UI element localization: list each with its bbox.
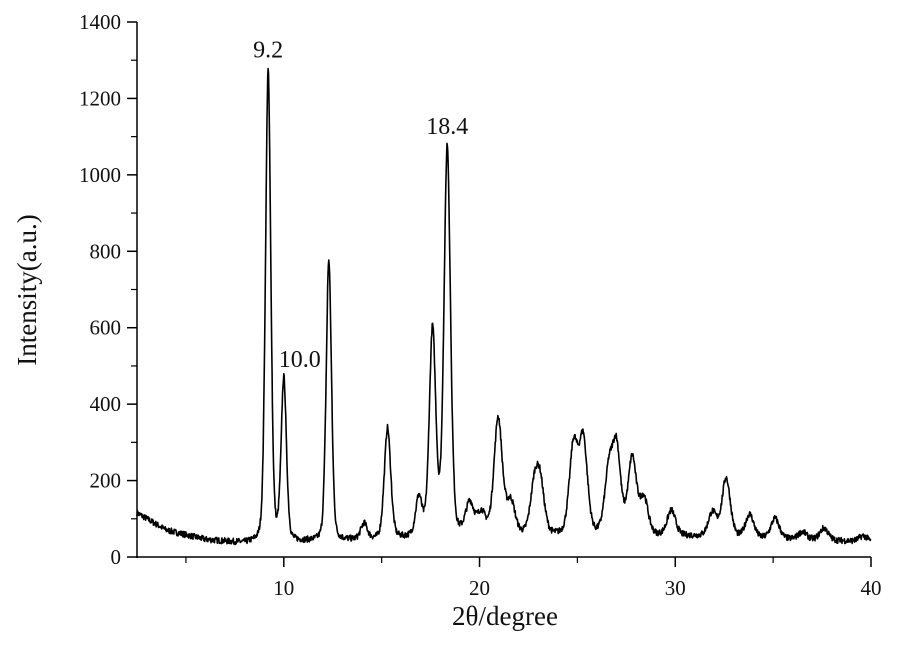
x-tick-label: 30	[665, 576, 686, 600]
axes: 0 200 400 600 800 1000 1200 1400 10 20 30 40	[79, 10, 882, 600]
peak-label: 10.0	[279, 347, 321, 373]
x-tick-label: 40	[861, 576, 882, 600]
y-tick-label: 0	[111, 545, 122, 569]
y-tick-label: 600	[90, 316, 122, 340]
x-tick-label: 10	[273, 576, 294, 600]
y-axis-title: Intensity(a.u.)	[12, 214, 42, 365]
y-tick-label: 400	[90, 392, 122, 416]
y-tick-label: 1400	[79, 10, 121, 34]
peak-annotations: 9.2 10.0 18.4	[253, 38, 468, 374]
y-tick-label: 200	[90, 469, 122, 493]
y-tick-label: 1000	[79, 163, 121, 187]
peak-label: 9.2	[253, 38, 283, 64]
peak-label: 18.4	[426, 114, 468, 140]
y-tick-label: 800	[90, 239, 122, 263]
y-tick-label: 1200	[79, 86, 121, 110]
x-axis-title: 2θ/degree	[452, 601, 558, 631]
x-tick-label: 20	[469, 576, 490, 600]
xrd-pattern-line	[136, 67, 872, 546]
